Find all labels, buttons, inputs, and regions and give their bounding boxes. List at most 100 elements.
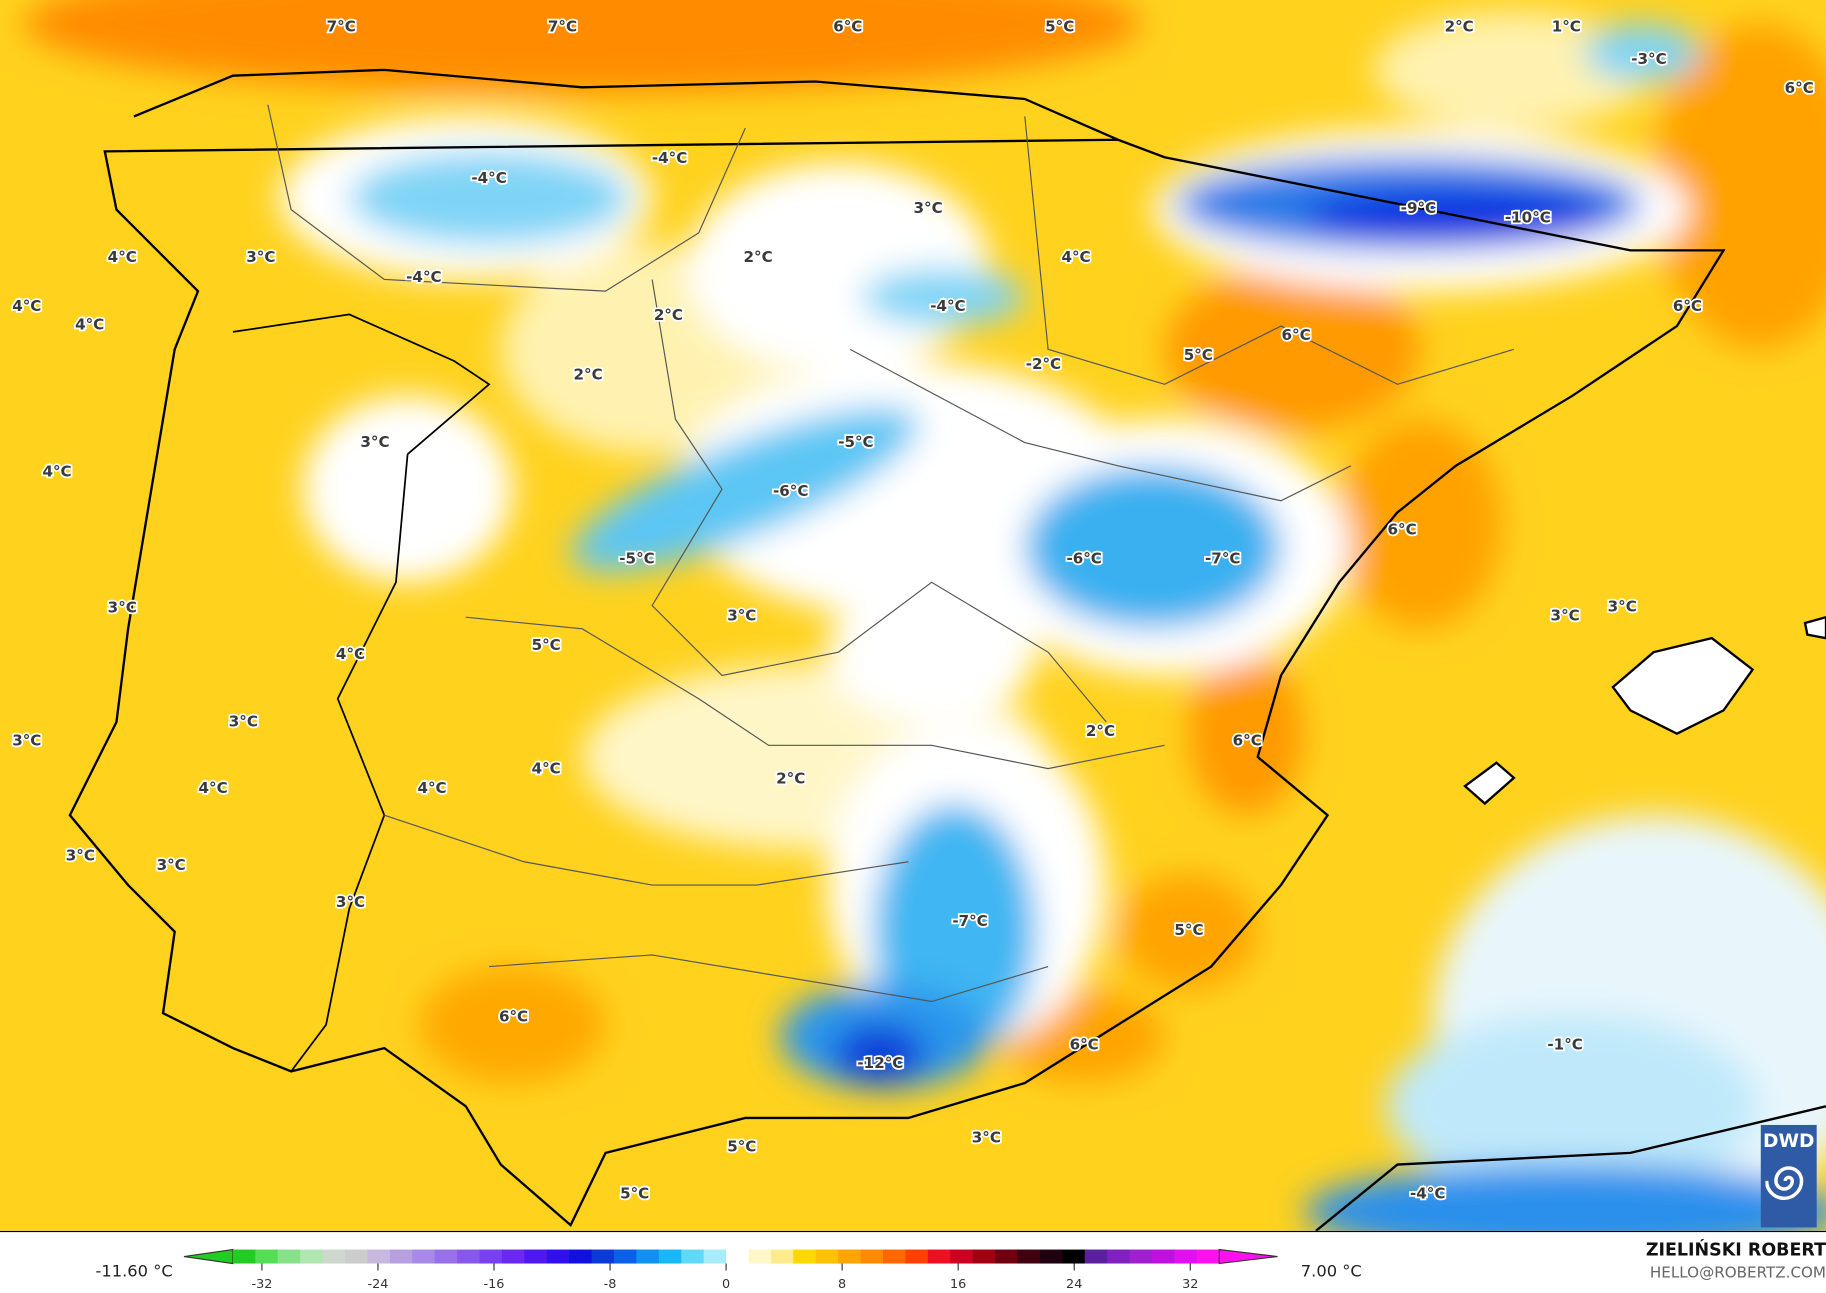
temperature-label: 2°C (1086, 722, 1115, 740)
island-mallorca (1611, 636, 1755, 735)
temperature-label: 4°C (108, 248, 137, 266)
temperature-label: 5°C (620, 1184, 649, 1202)
temperature-label: 4°C (417, 779, 446, 797)
colorbar-segment (434, 1249, 458, 1264)
colorbar-segment (860, 1249, 884, 1264)
colorbar-max-arrow (1218, 1248, 1278, 1265)
colorbar-segment (748, 1249, 772, 1264)
island-ibiza (1463, 761, 1516, 806)
author-name: ZIELIŃSKI ROBERT (1645, 1239, 1826, 1261)
temperature-label: 6°C (833, 17, 862, 35)
colorbar-segment (703, 1249, 727, 1264)
colorbar-tick-label: 16 (950, 1277, 966, 1292)
temperature-label: 4°C (199, 779, 228, 797)
border-portugal (232, 313, 491, 1072)
colorbar-segment (1084, 1249, 1108, 1264)
temperature-label: 3°C (1551, 607, 1580, 625)
dwd-logo-text: DWD (1762, 1129, 1815, 1152)
temperature-label: 3°C (972, 1128, 1001, 1146)
temperature-label: 3°C (914, 199, 943, 217)
temperature-label: 2°C (744, 248, 773, 266)
colorbar-segment (950, 1249, 974, 1264)
colorbar-segment (905, 1249, 929, 1264)
temperature-label: -4°C (406, 268, 441, 286)
temperature-label: -1°C (1547, 1035, 1582, 1053)
colorbar: -32 -24 -16 -8 0 8 16 24 32 (183, 1248, 1278, 1292)
colorbar-segment (1196, 1249, 1220, 1264)
temperature-label: -5°C (838, 433, 873, 451)
temperature-label: -7°C (952, 912, 987, 930)
temperature-label: 3°C (360, 433, 389, 451)
colorbar-segment (479, 1249, 503, 1264)
colorbar-segment (501, 1249, 525, 1264)
colorbar-segment (995, 1249, 1019, 1264)
temperature-label: -5°C (619, 550, 654, 568)
colorbar-segment (546, 1249, 570, 1264)
temperature-label: 5°C (532, 636, 561, 654)
colorbar-segment (300, 1249, 324, 1264)
temperature-labels: 7°C 7°C 6°C 5°C 2°C 1°C -3°C 6°C -4°C -4°C -9°C -10… (10, 16, 1815, 1204)
temperature-label: -6°C (773, 482, 808, 500)
colorbar-segment (344, 1249, 368, 1264)
temperature-label: 4°C (532, 759, 561, 777)
colorbar-tick-label: 0 (722, 1277, 730, 1292)
temperature-label: -9°C (1401, 199, 1436, 217)
colorbar-tick-label: 8 (838, 1277, 846, 1292)
temperature-label: 5°C (1184, 346, 1213, 364)
colorbar-segment (681, 1249, 705, 1264)
colorbar-segment (972, 1249, 996, 1264)
legend-bar: -11.60 °C -32 -24 -16 -8 0 8 16 24 32 7.00 °C ZI… (0, 1230, 1826, 1292)
colorbar-segment (726, 1249, 750, 1264)
temperature-label: 2°C (573, 366, 602, 384)
colorbar-segment (457, 1249, 481, 1264)
colorbar-segment (614, 1249, 638, 1264)
spiral-icon (1764, 1166, 1804, 1201)
colorbar-tick-label: -8 (604, 1277, 617, 1292)
colorbar-segment (1017, 1249, 1041, 1264)
temperature-label: 7°C (548, 17, 577, 35)
author-email[interactable]: HELLO@ROBERTZ.COM (1649, 1264, 1826, 1283)
colorbar-segment (322, 1249, 346, 1264)
colorbar-segment (389, 1249, 413, 1264)
colorbar-segment (1039, 1249, 1063, 1264)
temperature-label: -2°C (1026, 355, 1061, 373)
colorbar-segment (412, 1249, 436, 1264)
temperature-label: 4°C (75, 316, 104, 334)
colorbar-segment (927, 1249, 951, 1264)
colorbar-segment (636, 1249, 660, 1264)
legend-min-value: -11.60 °C (95, 1262, 173, 1281)
colorbar-segment (815, 1249, 839, 1264)
temperature-label: 1°C (1552, 17, 1581, 35)
colorbar-tick-label: 24 (1066, 1277, 1082, 1292)
colorbar-tick-label: -32 (251, 1277, 272, 1292)
temperature-label: 3°C (1608, 597, 1637, 615)
temperature-label: 6°C (1233, 731, 1262, 749)
colorbar-segment (1174, 1249, 1198, 1264)
coastline-africa (1315, 1105, 1826, 1231)
temperature-label: -4°C (471, 169, 506, 187)
coastline (68, 68, 1726, 1227)
temperature-label: -12°C (857, 1054, 903, 1072)
colorbar-segment (1129, 1249, 1153, 1264)
temperature-label: 2°C (1445, 17, 1474, 35)
colorbar-segment (255, 1249, 279, 1264)
colorbar-tick-label: -16 (484, 1277, 505, 1292)
temperature-field (23, 0, 1826, 1231)
temperature-label: 3°C (12, 731, 41, 749)
temperature-label: -3°C (1631, 50, 1666, 68)
colorbar-segment (367, 1249, 391, 1264)
region-borders (267, 104, 1515, 1003)
colorbar-segment (793, 1249, 817, 1264)
temperature-label: 4°C (336, 645, 365, 663)
island-menorca (1803, 615, 1826, 640)
colorbar-tick-label: -24 (368, 1277, 389, 1292)
temperature-label: 4°C (12, 297, 41, 315)
temperature-label: 3°C (336, 893, 365, 911)
dwd-logo: DWD (1760, 1124, 1817, 1228)
temperature-label: 3°C (229, 713, 258, 731)
colorbar-segment (658, 1249, 682, 1264)
temperature-label: 2°C (776, 770, 805, 788)
temperature-label: -4°C (652, 149, 687, 167)
temperature-label: 3°C (246, 248, 275, 266)
